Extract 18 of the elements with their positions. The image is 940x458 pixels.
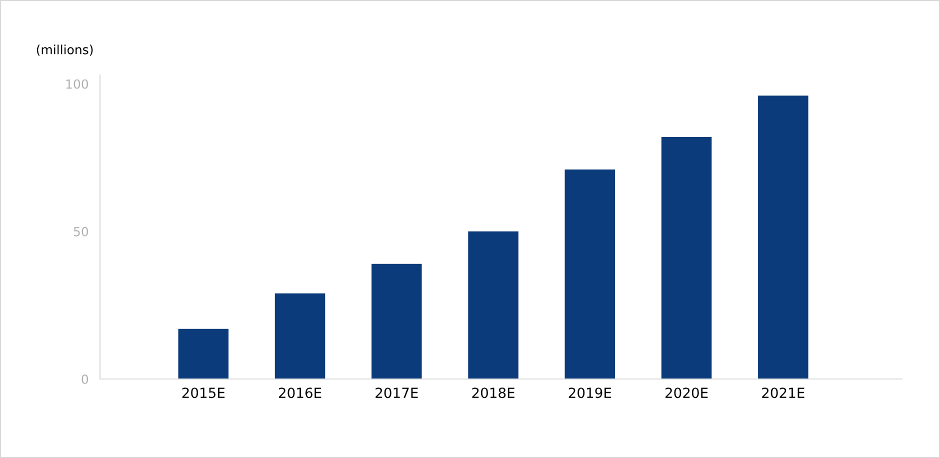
bar [758,96,808,379]
y-axis-title: (millions) [36,44,93,56]
bar [274,293,326,379]
bar [661,136,712,379]
y-tick-label: 50 [74,226,88,236]
bar [372,264,422,379]
y-tick-label: 0 [82,374,88,384]
x-tick-label: 2016E [278,388,322,398]
bar [178,328,229,379]
x-tick-label: 2021E [762,388,804,398]
bar [564,169,616,379]
x-tick-label: 2018E [472,388,514,398]
x-tick-label: 2017E [376,388,418,398]
x-tick-label: 2019E [568,388,612,398]
bar [468,231,518,379]
y-tick-label: 100 [66,79,88,89]
x-tick-label: 2015E [182,388,225,398]
x-tick-label: 2020E [665,388,708,398]
